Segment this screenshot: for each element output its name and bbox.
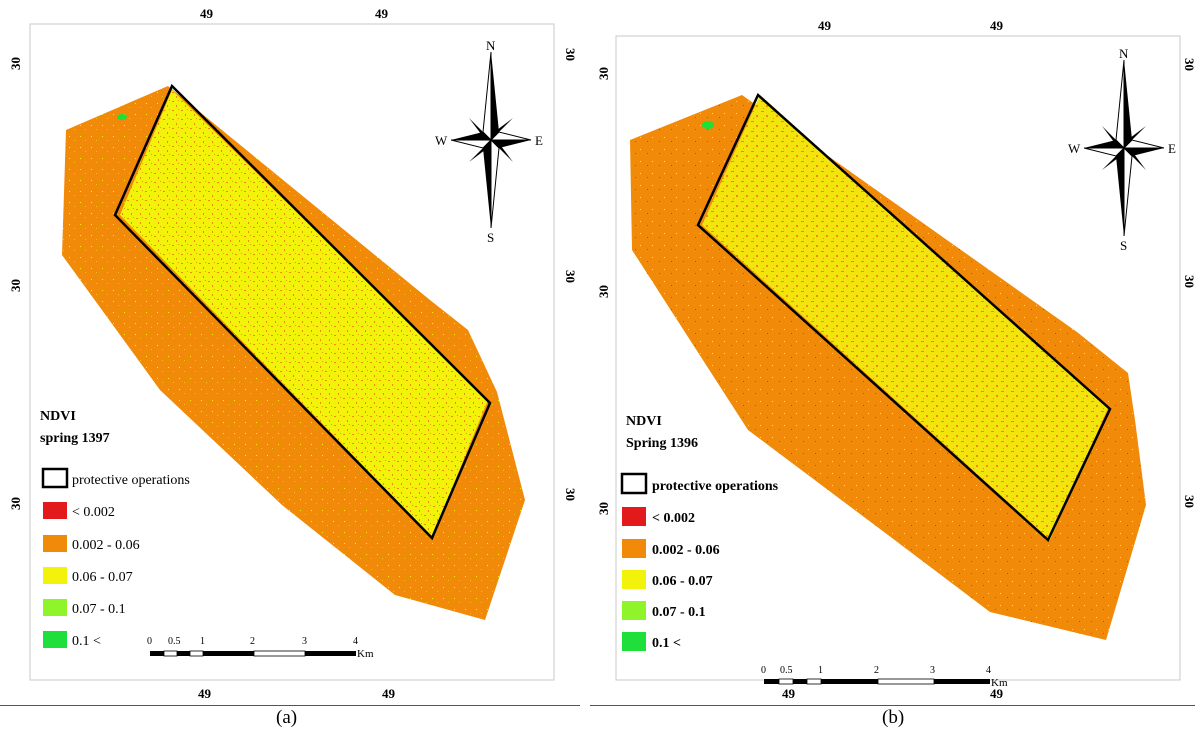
legend-swatch-007-01 (622, 601, 646, 620)
scale-tick-2: 2 (250, 636, 255, 647)
coord-bottom-1: 49 (198, 686, 212, 701)
scale-tick-2: 2 (874, 665, 879, 676)
coord-top-1: 49 (818, 18, 832, 33)
scale-tick-05: 0.5 (780, 665, 793, 676)
coord-top-2: 49 (990, 18, 1004, 33)
outline-box-icon (620, 472, 648, 495)
outline-box-icon (41, 467, 69, 489)
caption-rule (0, 705, 580, 706)
compass-e: E (1168, 141, 1176, 156)
north-arrow-compass-icon: N S E W (1068, 46, 1176, 253)
scale-unit: Km (991, 677, 1008, 689)
legend-label-007-01: 0.07 - 0.1 (652, 605, 706, 620)
legend-title-line1: NDVI (40, 409, 76, 424)
coord-left-2: 30 (8, 279, 23, 292)
legend-swatch-lt0002 (43, 502, 67, 519)
legend-title-line2: Spring 1396 (626, 436, 698, 451)
compass-s: S (1120, 238, 1127, 253)
legend-label-lt0002: < 0.002 (652, 511, 695, 526)
coord-bottom-2: 49 (990, 686, 1004, 701)
protective-operations-outline (113, 83, 492, 541)
scale-tick-0: 0 (761, 665, 766, 676)
scale-tick-3: 3 (302, 636, 307, 647)
legend-title-line1: NDVI (626, 414, 662, 429)
coord-top-2: 49 (375, 6, 389, 21)
legend-swatch-006-007 (43, 567, 67, 584)
protective-operations-outline (696, 92, 1112, 543)
ndvi-patch (702, 121, 714, 129)
coord-right-2: 30 (563, 270, 578, 283)
ndvi-yellow-zone (702, 95, 1108, 540)
coord-right-1: 30 (1182, 58, 1195, 71)
compass-n: N (486, 38, 496, 53)
legend-label-0002-006: 0.002 - 0.06 (652, 543, 720, 558)
coord-bottom-2: 49 (382, 686, 396, 701)
legend-title-line2: spring 1397 (40, 431, 110, 446)
scale-tick-1: 1 (200, 636, 205, 647)
coord-left-1: 30 (596, 67, 611, 80)
map-panel-b: 49 49 49 49 30 30 30 30 30 30 N S E (590, 0, 1195, 735)
compass-w: W (1068, 141, 1081, 156)
compass-e: E (535, 133, 543, 148)
map-panel-a: 49 49 49 49 30 30 30 30 30 30 (0, 0, 580, 735)
compass-s: S (487, 230, 494, 245)
coord-right-2: 30 (1182, 275, 1195, 288)
scale-tick-4: 4 (353, 636, 358, 647)
legend-label-protective: protective operations (652, 479, 779, 494)
coord-top-1: 49 (200, 6, 214, 21)
map-frame (29, 23, 555, 681)
scale-bar: 0 0.5 1 2 3 4 Km (147, 636, 374, 660)
coord-right-3: 30 (1182, 495, 1195, 508)
north-arrow-compass-icon: N S E W (435, 38, 543, 245)
legend-label-gt01: 0.1 < (72, 634, 101, 649)
legend-swatch-007-01 (43, 599, 67, 616)
coord-left-1: 30 (8, 57, 23, 70)
coord-right-3: 30 (563, 488, 578, 501)
legend-label-006-007: 0.06 - 0.07 (72, 570, 133, 585)
legend-swatch-lt0002 (622, 507, 646, 526)
ndvi-yellow-zone (120, 90, 488, 537)
legend-label-gt01: 0.1 < (652, 636, 681, 651)
legend-swatch-gt01 (622, 632, 646, 651)
coord-left-3: 30 (596, 502, 611, 515)
legend-swatch-006-007 (622, 570, 646, 589)
scale-tick-3: 3 (930, 665, 935, 676)
compass-w: W (435, 133, 448, 148)
legend-swatch-0002-006 (622, 539, 646, 558)
legend-label-007-01: 0.07 - 0.1 (72, 602, 126, 617)
coord-left-2: 30 (596, 285, 611, 298)
scale-tick-0: 0 (147, 636, 152, 647)
legend: NDVI spring 1397 protective operations <… (40, 409, 190, 649)
legend-label-protective: protective operations (72, 473, 190, 488)
caption-b: (b) (882, 707, 905, 728)
coord-left-3: 30 (8, 497, 23, 510)
caption-rule (590, 705, 1195, 706)
coord-right-1: 30 (563, 48, 578, 61)
legend-swatch-0002-006 (43, 535, 67, 552)
map-b-svg: 49 49 49 49 30 30 30 30 30 30 N S E (596, 18, 1195, 701)
scale-bar: 0 0.5 1 2 3 4 Km (761, 665, 1008, 689)
scale-tick-1: 1 (818, 665, 823, 676)
legend: NDVI Spring 1396 protective operations <… (620, 414, 779, 651)
scale-tick-05: 0.5 (168, 636, 181, 647)
coord-bottom-1: 49 (782, 686, 796, 701)
legend-swatch-gt01 (43, 631, 67, 648)
legend-label-lt0002: < 0.002 (72, 505, 115, 520)
legend-label-006-007: 0.06 - 0.07 (652, 574, 713, 589)
legend-label-0002-006: 0.002 - 0.06 (72, 538, 140, 553)
scale-unit: Km (357, 648, 374, 660)
compass-n: N (1119, 46, 1129, 61)
map-a-svg: 49 49 49 49 30 30 30 30 30 30 (8, 6, 578, 701)
scale-tick-4: 4 (986, 665, 991, 676)
caption-a: (a) (276, 707, 298, 728)
ndvi-patch (117, 114, 127, 120)
